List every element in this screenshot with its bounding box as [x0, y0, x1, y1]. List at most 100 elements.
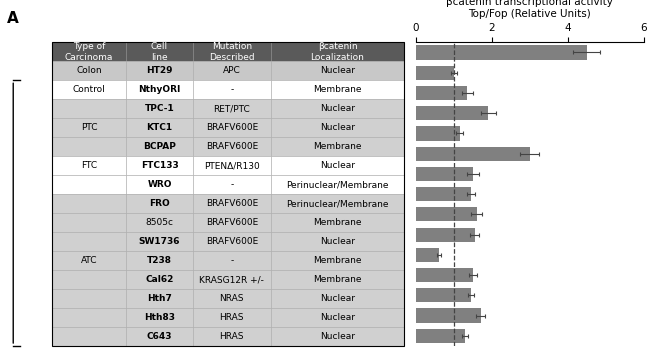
- Bar: [193, 175, 270, 194]
- Text: Nuclear: Nuclear: [320, 237, 355, 246]
- Text: NRAS: NRAS: [220, 294, 244, 303]
- Text: Hth83: Hth83: [144, 313, 175, 322]
- Text: Membrane: Membrane: [313, 256, 362, 265]
- Text: PTENΔ/R130: PTENΔ/R130: [204, 161, 259, 170]
- Bar: [193, 42, 270, 61]
- Bar: [416, 126, 460, 140]
- Text: ATC: ATC: [81, 256, 98, 265]
- Bar: [416, 268, 473, 282]
- Text: BRAFV600E: BRAFV600E: [205, 123, 258, 132]
- Bar: [126, 327, 193, 346]
- Text: BRAFV600E: BRAFV600E: [205, 199, 258, 208]
- Text: FTC: FTC: [81, 161, 97, 170]
- Bar: [270, 61, 404, 80]
- Text: TPC-1: TPC-1: [145, 104, 174, 113]
- Bar: [52, 289, 126, 308]
- Text: Nuclear: Nuclear: [320, 161, 355, 170]
- Bar: [270, 213, 404, 232]
- Bar: [193, 99, 270, 118]
- Bar: [416, 288, 471, 303]
- Text: Nuclear: Nuclear: [320, 123, 355, 132]
- Text: Nuclear: Nuclear: [320, 313, 355, 322]
- Bar: [270, 156, 404, 175]
- Bar: [193, 289, 270, 308]
- Text: BRAFV600E: BRAFV600E: [205, 237, 258, 246]
- Bar: [52, 251, 126, 270]
- Text: -: -: [230, 85, 233, 94]
- Bar: [52, 175, 126, 194]
- Bar: [416, 86, 467, 100]
- Text: Membrane: Membrane: [313, 275, 362, 284]
- Bar: [416, 106, 488, 120]
- Text: RET/PTC: RET/PTC: [213, 104, 250, 113]
- Bar: [126, 213, 193, 232]
- Bar: [193, 61, 270, 80]
- Bar: [52, 232, 126, 251]
- Bar: [126, 61, 193, 80]
- Bar: [270, 251, 404, 270]
- Text: Perinuclear/Membrane: Perinuclear/Membrane: [286, 199, 389, 208]
- Text: Perinuclear/Membrane: Perinuclear/Membrane: [286, 180, 389, 189]
- Bar: [416, 187, 471, 201]
- Text: Membrane: Membrane: [313, 85, 362, 94]
- Bar: [126, 99, 193, 118]
- Text: Mutation
Described: Mutation Described: [209, 42, 255, 61]
- Bar: [52, 194, 126, 213]
- Bar: [193, 137, 270, 156]
- Bar: [126, 137, 193, 156]
- Bar: [416, 146, 530, 161]
- Text: 8505c: 8505c: [146, 218, 174, 227]
- Text: Cal62: Cal62: [146, 275, 174, 284]
- Text: HRAS: HRAS: [220, 332, 244, 341]
- Bar: [52, 270, 126, 289]
- Text: SW1736: SW1736: [138, 237, 180, 246]
- Text: HT29: HT29: [146, 66, 173, 75]
- Bar: [270, 118, 404, 137]
- Bar: [416, 329, 465, 343]
- Bar: [126, 42, 193, 61]
- Bar: [416, 46, 587, 60]
- Text: Hth7: Hth7: [147, 294, 172, 303]
- Bar: [270, 232, 404, 251]
- Bar: [270, 42, 404, 61]
- Bar: [270, 137, 404, 156]
- Bar: [52, 137, 126, 156]
- Bar: [52, 327, 126, 346]
- Text: WRO: WRO: [148, 180, 172, 189]
- Text: NthyORI: NthyORI: [138, 85, 181, 94]
- Bar: [52, 99, 126, 118]
- Text: FRO: FRO: [149, 199, 170, 208]
- Bar: [270, 99, 404, 118]
- Text: C643: C643: [147, 332, 172, 341]
- Bar: [52, 308, 126, 327]
- Bar: [270, 308, 404, 327]
- Bar: [270, 175, 404, 194]
- Bar: [126, 308, 193, 327]
- Text: BRAFV600E: BRAFV600E: [205, 218, 258, 227]
- Bar: [416, 309, 480, 323]
- Bar: [52, 80, 126, 99]
- Text: Nuclear: Nuclear: [320, 294, 355, 303]
- Text: Colon: Colon: [76, 66, 102, 75]
- Bar: [193, 80, 270, 99]
- Bar: [270, 80, 404, 99]
- Text: BCPAP: BCPAP: [143, 142, 176, 151]
- Bar: [52, 118, 126, 137]
- Text: KRASG12R +/-: KRASG12R +/-: [200, 275, 264, 284]
- Bar: [52, 156, 126, 175]
- Bar: [193, 118, 270, 137]
- Bar: [126, 80, 193, 99]
- Text: Membrane: Membrane: [313, 218, 362, 227]
- Bar: [416, 248, 439, 262]
- Bar: [193, 251, 270, 270]
- Bar: [52, 42, 126, 61]
- Bar: [416, 167, 473, 181]
- Text: Type of
Carcinoma: Type of Carcinoma: [65, 42, 113, 61]
- Bar: [193, 327, 270, 346]
- Bar: [416, 207, 476, 221]
- Bar: [193, 270, 270, 289]
- Bar: [52, 61, 126, 80]
- Text: -: -: [230, 256, 233, 265]
- Bar: [52, 213, 126, 232]
- Text: A: A: [6, 11, 18, 25]
